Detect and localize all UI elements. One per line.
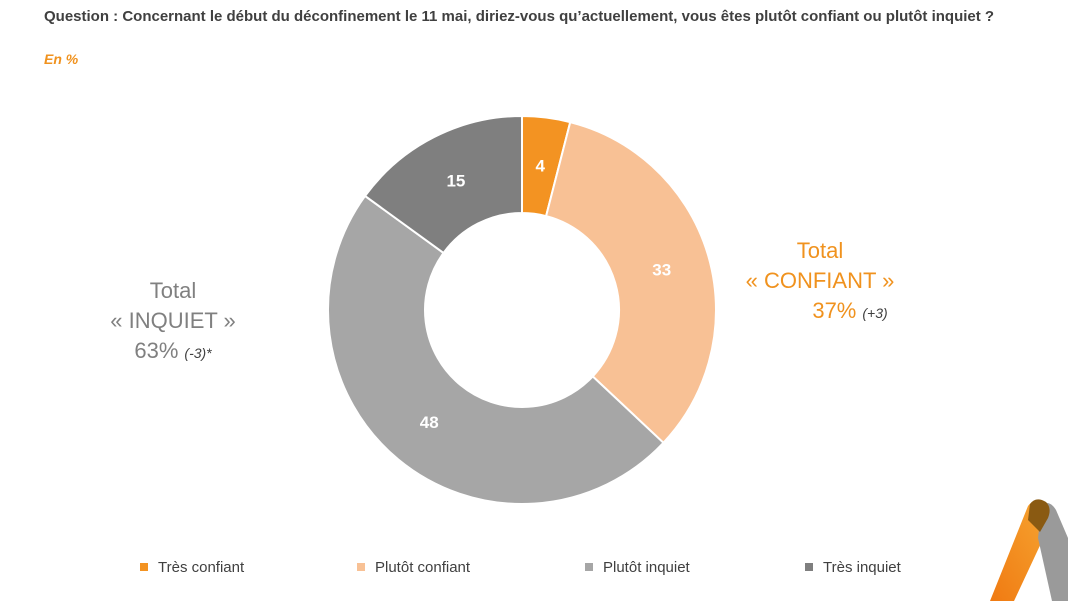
legend-label-tres-confiant: Très confiant bbox=[158, 559, 245, 576]
brand-logo-icon bbox=[990, 499, 1068, 601]
total-inquiet-annotation: Total « INQUIET » 63% (-3)* bbox=[88, 276, 258, 368]
legend-label-plutot-inquiet: Plutôt inquiet bbox=[603, 559, 690, 576]
total-confiant-value: 37% bbox=[812, 298, 857, 323]
legend-item-tres-confiant: Très confiant bbox=[140, 559, 244, 576]
legend-swatch-tres-inquiet bbox=[805, 563, 813, 571]
total-confiant-line2: « CONFIANT » bbox=[745, 268, 895, 293]
total-confiant-value-row: 37% (+3) bbox=[730, 296, 910, 328]
total-inquiet-delta: (-3)* bbox=[184, 345, 212, 361]
total-inquiet-line2: « INQUIET » bbox=[110, 308, 236, 333]
data-label-tres-confiant: 4 bbox=[536, 157, 546, 176]
total-confiant-delta: (+3) bbox=[862, 305, 888, 321]
legend-item-plutot-inquiet: Plutôt inquiet bbox=[585, 559, 690, 576]
legend-swatch-plutot-inquiet bbox=[585, 563, 593, 571]
slice-plutot-inquiet bbox=[327, 194, 665, 505]
slice-plutot-confiant bbox=[544, 120, 717, 445]
slice-tres-inquiet bbox=[363, 114, 523, 255]
legend-item-tres-inquiet: Très inquiet bbox=[805, 559, 901, 576]
total-confiant-line1: Total bbox=[796, 238, 844, 263]
unit-label: En % bbox=[44, 51, 79, 67]
legend-label-tres-inquiet: Très inquiet bbox=[823, 559, 901, 576]
legend-item-plutot-confiant: Plutôt confiant bbox=[357, 559, 470, 576]
legend-swatch-plutot-confiant bbox=[357, 563, 365, 571]
total-confiant-annotation: Total « CONFIANT » 37% (+3) bbox=[730, 236, 910, 328]
total-inquiet-value-row: 63% (-3)* bbox=[88, 336, 258, 368]
total-inquiet-line1: Total bbox=[149, 278, 197, 303]
legend-swatch-tres-confiant bbox=[140, 563, 148, 571]
question-text: Question : Concernant le début du déconf… bbox=[44, 8, 995, 25]
data-label-plutot-confiant: 33 bbox=[652, 260, 671, 279]
total-inquiet-value: 63% bbox=[134, 338, 179, 363]
legend-label-plutot-confiant: Plutôt confiant bbox=[375, 559, 471, 576]
data-label-tres-inquiet: 15 bbox=[446, 171, 465, 190]
data-label-plutot-inquiet: 48 bbox=[420, 413, 439, 432]
